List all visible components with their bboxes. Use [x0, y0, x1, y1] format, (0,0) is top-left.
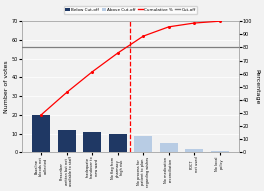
Bar	[134, 136, 152, 152]
Legend: Below Cut-off, Above Cut-off, Cumulative %, Cut-off: Below Cut-off, Above Cut-off, Cumulative…	[64, 6, 197, 14]
Bar	[160, 143, 178, 152]
Bar	[58, 130, 76, 152]
Bar	[32, 115, 50, 152]
Bar	[211, 151, 229, 152]
Bar	[83, 132, 101, 152]
Bar	[109, 134, 127, 152]
Bar	[185, 149, 203, 152]
Y-axis label: Percentage: Percentage	[255, 69, 260, 104]
Y-axis label: Number of votes: Number of votes	[4, 61, 9, 113]
